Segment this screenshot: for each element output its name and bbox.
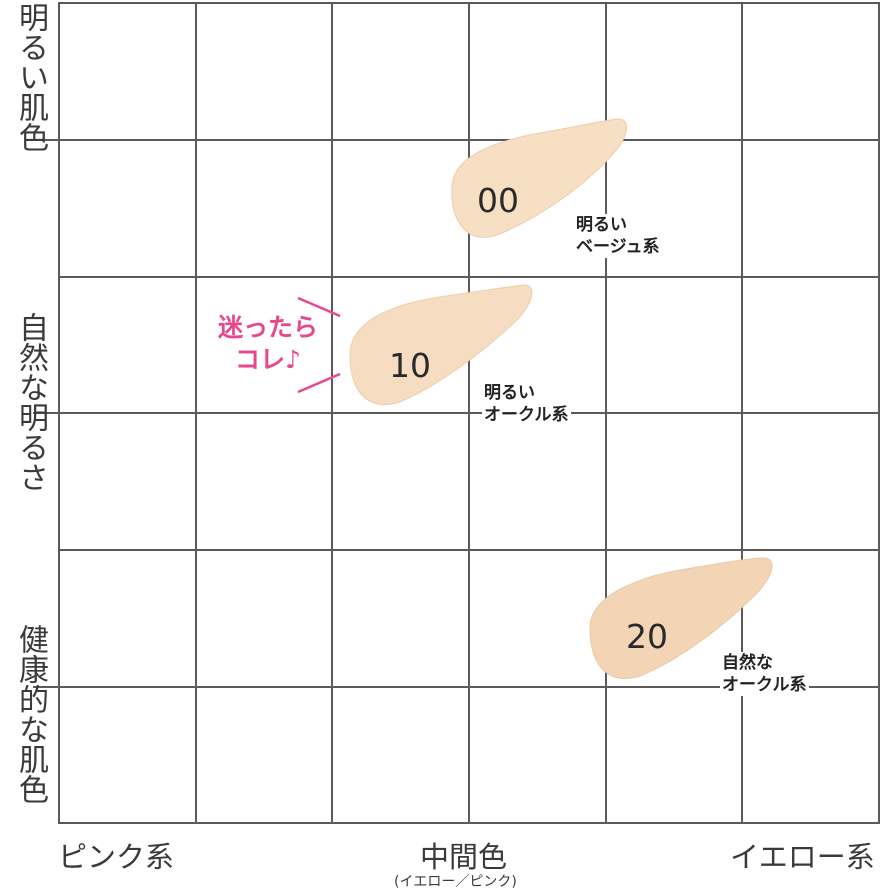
swatch-20-code: 20 xyxy=(626,617,668,656)
swatch-00-shape xyxy=(451,118,627,238)
swatch-00-description-line1: 明るい xyxy=(576,215,627,235)
swatch-20: 20 xyxy=(589,557,773,679)
swatch-10-description-line2: オークル系 xyxy=(484,405,569,425)
swatch-10-description: 明るい オークル系 xyxy=(482,382,571,426)
x-axis-label-pink: ピンク系 xyxy=(58,840,175,874)
x-axis-label-yellow: イエロー系 xyxy=(730,840,875,874)
swatch-00-description: 明るい ベージュ系 xyxy=(574,214,662,258)
swatch-20-shape xyxy=(589,557,773,679)
swatch-10: 10 xyxy=(349,284,533,406)
recommend-line1: 迷ったら xyxy=(218,313,319,342)
swatch-20-description-line2: オークル系 xyxy=(722,675,807,695)
y-axis-label-bright: 明るい肌色 xyxy=(13,2,48,152)
swatch-00: 00 xyxy=(451,118,627,238)
swatch-00-description-line2: ベージュ系 xyxy=(576,237,660,257)
swatch-20-description: 自然な オークル系 xyxy=(720,652,809,696)
recommend-accent-bottom xyxy=(297,372,341,394)
x-axis-sublabel-neutral: (イエロー／ピンク) xyxy=(394,874,517,890)
recommend-line2: コレ♪ xyxy=(235,345,301,374)
swatch-10-shape xyxy=(349,284,533,406)
x-axis-label-neutral: 中間色 xyxy=(420,840,508,874)
swatch-10-description-line1: 明るい xyxy=(484,383,535,403)
swatch-20-description-line1: 自然な xyxy=(722,653,773,673)
recommend-callout: 迷ったら コレ♪ xyxy=(218,312,318,376)
recommend-accent-top xyxy=(297,296,341,318)
y-axis-label-natural: 自然な明るさ xyxy=(13,312,48,492)
swatch-10-code: 10 xyxy=(389,346,431,385)
y-axis-label-healthy: 健康的な肌色 xyxy=(13,624,48,804)
swatch-00-code: 00 xyxy=(477,181,519,220)
